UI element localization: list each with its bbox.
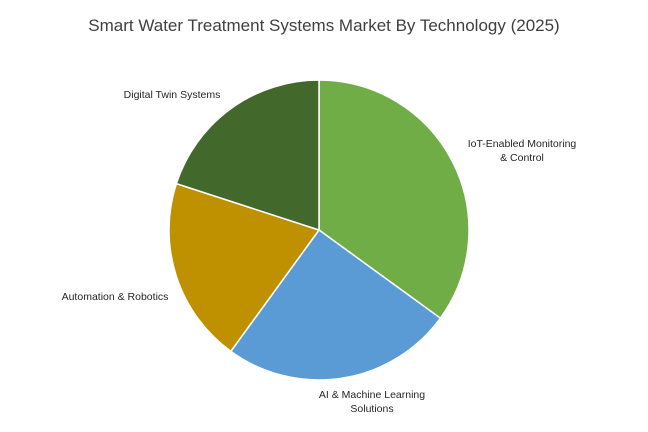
slice-label-ai-machine-learning-solutions: AI & Machine Learning Solutions — [319, 389, 425, 415]
pie-slice-digital-twin-systems — [175, 79, 320, 232]
pie-slice-automation-robotics — [168, 182, 321, 353]
slice-label-automation-robotics: Automation & Robotics — [62, 291, 169, 303]
slice-labels: IoT-Enabled Monitoring & Control AI & Mach… — [62, 89, 577, 415]
pie-slices — [168, 79, 470, 381]
chart-title: Smart Water Treatment Systems Market By … — [88, 16, 559, 35]
pie-slice-ai-machine-learning-solutions — [229, 228, 442, 381]
slice-label-digital-twin-systems: Digital Twin Systems — [124, 89, 221, 101]
slice-label-iot-enabled-monitoring-control: IoT-Enabled Monitoring & Control — [468, 138, 577, 164]
pie-slice-iot-enabled-monitoring-control — [318, 79, 470, 320]
